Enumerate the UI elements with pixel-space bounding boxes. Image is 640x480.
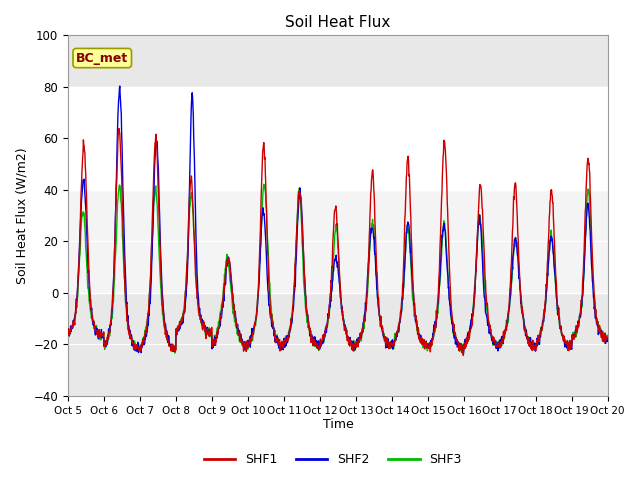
SHF1 xyxy=(541,312,548,318)
SHF1 xyxy=(604,336,612,341)
SHF3 xyxy=(260,181,268,187)
Y-axis label: Soil Heat Flux (W/m2): Soil Heat Flux (W/m2) xyxy=(15,147,28,284)
Bar xyxy=(68,190,608,293)
SHF3 xyxy=(64,332,72,337)
SHF1 xyxy=(422,339,429,345)
SHF2 xyxy=(184,234,192,240)
SHF2 xyxy=(541,309,548,314)
SHF3 xyxy=(422,345,430,350)
Line: SHF3: SHF3 xyxy=(68,184,608,353)
SHF1 xyxy=(493,344,500,350)
Bar xyxy=(68,87,608,190)
Line: SHF1: SHF1 xyxy=(68,129,608,355)
SHF2 xyxy=(245,341,253,347)
SHF3 xyxy=(184,234,192,240)
X-axis label: Time: Time xyxy=(323,419,353,432)
SHF3 xyxy=(493,344,500,350)
Line: SHF2: SHF2 xyxy=(68,86,608,354)
SHF3 xyxy=(245,343,253,348)
SHF1 xyxy=(184,220,192,226)
SHF1 xyxy=(115,126,123,132)
SHF3 xyxy=(604,335,612,341)
SHF3 xyxy=(171,350,179,356)
Title: Soil Heat Flux: Soil Heat Flux xyxy=(285,15,390,30)
SHF2 xyxy=(604,336,612,342)
SHF2 xyxy=(64,332,72,338)
SHF2 xyxy=(493,342,500,348)
SHF3 xyxy=(541,311,548,317)
SHF1 xyxy=(460,352,467,358)
SHF3 xyxy=(172,345,179,350)
SHF1 xyxy=(64,329,72,335)
SHF1 xyxy=(172,342,179,348)
Text: BC_met: BC_met xyxy=(76,51,129,64)
SHF2 xyxy=(116,83,124,89)
SHF2 xyxy=(172,345,179,350)
SHF2 xyxy=(460,351,467,357)
SHF1 xyxy=(245,344,253,349)
SHF2 xyxy=(422,343,429,348)
Legend: SHF1, SHF2, SHF3: SHF1, SHF2, SHF3 xyxy=(198,448,467,471)
